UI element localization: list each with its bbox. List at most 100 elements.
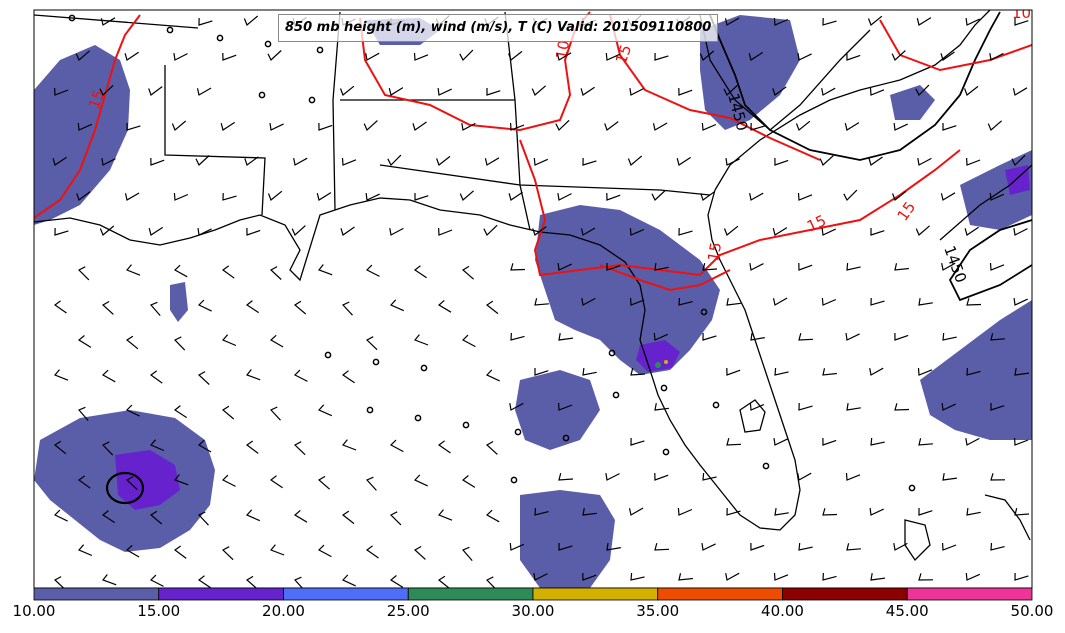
wind-barb <box>53 300 67 314</box>
wind-barb <box>821 228 836 236</box>
temp-contour-15-east <box>879 19 1032 72</box>
wind-barb <box>246 509 261 522</box>
wind-barb <box>267 50 282 61</box>
wind-barb <box>845 472 861 481</box>
wind-barb <box>726 297 741 306</box>
wind-barb <box>244 156 259 166</box>
wind-barb <box>269 334 284 348</box>
wind-barb <box>197 228 212 236</box>
wind-barb <box>798 542 813 551</box>
wind-barb <box>101 158 116 166</box>
wind-barb <box>485 509 500 523</box>
wind-barb <box>627 155 643 166</box>
wind-barb <box>317 475 330 490</box>
wind-barb <box>918 298 933 306</box>
calm-wind-circle <box>68 14 76 22</box>
wind-barb <box>485 440 498 455</box>
wind-barb <box>965 437 980 446</box>
height-contour-east <box>709 11 1001 161</box>
colorbar-segment <box>782 587 908 601</box>
temp-label: 10 <box>1012 4 1031 22</box>
wind-barb <box>437 299 452 313</box>
wind-barb <box>966 367 981 376</box>
calm-wind-circle <box>324 351 332 359</box>
wind-barb <box>990 403 1005 411</box>
wind-barb <box>555 119 570 132</box>
wind-barb <box>486 88 501 96</box>
wind-barb <box>293 576 304 588</box>
wind-barb <box>53 509 68 522</box>
wind-barb <box>654 52 669 61</box>
wind-barb <box>291 225 306 237</box>
wind-barb <box>558 332 573 341</box>
temp-contour-15-west <box>34 14 141 219</box>
arkansas-border <box>164 65 266 216</box>
wind-barb <box>676 156 692 166</box>
wind-barb <box>126 264 141 276</box>
wind-barb <box>725 572 740 581</box>
colorbar-tick-label: 20.00 <box>262 602 305 620</box>
wind-barb <box>891 50 906 62</box>
wind-barb <box>365 336 378 351</box>
wind-barb <box>221 474 236 487</box>
wind-barb <box>77 266 90 281</box>
wind-barb <box>413 474 428 487</box>
wind-barb <box>341 157 357 166</box>
wind-barb <box>389 511 402 526</box>
colorbar-tick-label: 25.00 <box>386 602 430 620</box>
wind-barb <box>918 438 933 446</box>
wind-barb <box>654 543 670 551</box>
low-pressure-center <box>105 471 145 505</box>
wind-barb <box>54 87 69 96</box>
colorbar-tick-label: 30.00 <box>511 602 555 620</box>
wind-barb <box>915 225 930 236</box>
colorbar-tick-label: 10.00 <box>12 602 56 620</box>
wind-barb <box>508 191 523 201</box>
wind-barb <box>870 228 885 236</box>
wind-barb <box>413 265 427 279</box>
wind-barb <box>52 156 67 166</box>
wind-barb <box>964 226 979 236</box>
wind-barb <box>940 192 956 201</box>
wind-barb <box>436 155 451 166</box>
wind-barb <box>293 509 308 523</box>
wind-barb <box>246 227 261 236</box>
calm-wind-circle <box>258 91 266 99</box>
wind-barb <box>270 406 281 421</box>
wind-barb <box>772 297 788 306</box>
wind-barb <box>342 301 353 316</box>
wind-barb <box>221 546 234 561</box>
wind-barb <box>390 299 405 312</box>
wind-barb <box>196 87 212 96</box>
wind-barb <box>101 510 116 524</box>
wind-barb <box>101 300 114 315</box>
wind-barb <box>174 474 189 486</box>
wind-barb <box>846 403 861 411</box>
wind-barb <box>173 336 186 351</box>
wind-barb <box>846 543 861 551</box>
wind-barb <box>485 576 496 588</box>
wind-barb <box>125 404 140 417</box>
wind-barb <box>102 574 117 586</box>
wind-barb <box>77 335 92 348</box>
wind-barb <box>293 157 308 166</box>
wind-barb <box>582 157 597 166</box>
georgia-florida-border <box>379 164 711 196</box>
wind-barb <box>461 475 476 488</box>
wind-barb <box>173 405 188 419</box>
wind-barb <box>822 368 837 376</box>
precip-area-atlantic-east <box>920 300 1032 440</box>
precip-heavy-hurricane <box>115 450 180 510</box>
wind-barb <box>461 265 474 280</box>
wind-barb <box>604 121 619 131</box>
wind-barb <box>221 405 235 420</box>
wind-barb <box>293 300 307 315</box>
wind-barb <box>438 509 453 521</box>
wind-barb <box>773 17 789 26</box>
wind-barb <box>822 572 837 581</box>
wind-barb <box>990 473 1006 481</box>
wind-barb <box>654 263 669 271</box>
wind-barb <box>414 334 429 346</box>
wind-barb <box>918 573 934 581</box>
carolina-outer-banks <box>939 164 1032 241</box>
